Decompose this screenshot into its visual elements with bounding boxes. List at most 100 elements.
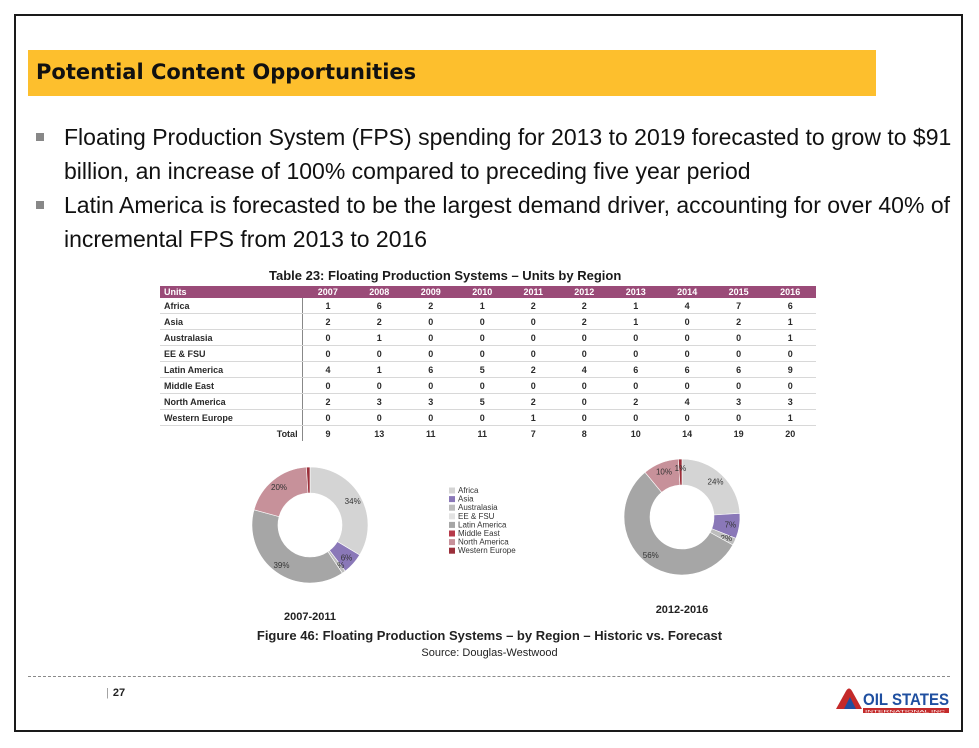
table-cell: 2 — [301, 313, 354, 330]
table-cell: 0 — [661, 345, 713, 362]
legend-label: Latin America — [458, 520, 507, 529]
table-year-header: 2016 — [764, 286, 816, 298]
legend-swatch — [449, 487, 455, 494]
table-cell: 9 — [764, 361, 816, 378]
pie-slice-label: 24% — [708, 477, 724, 486]
table-cell: 0 — [301, 345, 354, 362]
figure-source: Source: Douglas-Westwood — [421, 647, 558, 659]
legend-label: Western Europe — [458, 546, 516, 555]
oil-states-logo: OIL STATES INTERNATIONAL INC — [836, 688, 949, 713]
bullet-marker-icon — [36, 133, 44, 141]
table-cell: 2 — [507, 361, 559, 378]
table-row: Africa 1 6 2 1 2 2 1 4 7 6 — [160, 298, 816, 314]
page-number-value: 27 — [112, 687, 126, 699]
region-label: EE & FSU — [160, 345, 303, 362]
region-label: Middle East — [160, 377, 303, 394]
pie-slice — [623, 471, 734, 576]
legend-label: Middle East — [458, 529, 501, 538]
legend-swatch — [449, 521, 455, 528]
legend-label: EE & FSU — [458, 512, 495, 521]
table-cell: 1 — [764, 409, 816, 426]
table-row: North America 2 3 3 5 2 0 2 4 3 3 — [160, 393, 816, 410]
legend-label: North America — [458, 538, 509, 547]
table-year-header: 2008 — [353, 286, 406, 298]
table-cell: 0 — [353, 345, 406, 362]
table-cell: 3 — [764, 393, 816, 410]
table-cell: 0 — [661, 409, 713, 426]
table-row: Australasia 0 1 0 0 0 0 0 0 0 1 — [160, 329, 816, 346]
legend-swatch — [449, 513, 455, 520]
table-cell: 1 — [764, 329, 816, 346]
pie-title: 2007-2011 — [284, 611, 336, 623]
table-cell: 0 — [661, 313, 713, 330]
legend-label: Africa — [458, 486, 479, 495]
table-year-header: 2007 — [302, 286, 354, 298]
pie-slice-label: 1% — [333, 561, 345, 570]
table-cell: 0 — [609, 345, 662, 362]
table-cell: 11 — [456, 425, 508, 441]
pie-slice-label: 10% — [656, 467, 672, 476]
table-cell: 0 — [405, 329, 457, 346]
table-cell: 0 — [456, 329, 508, 346]
table-cell: 3 — [353, 393, 406, 410]
table-cell: 2 — [558, 298, 610, 314]
table-cell: 0 — [712, 409, 765, 426]
table-cell: 0 — [558, 409, 610, 426]
table-cell: 0 — [712, 329, 765, 346]
table-cell: 3 — [405, 393, 457, 410]
pie-slice — [251, 509, 343, 584]
total-label: Total — [160, 425, 303, 441]
footer-divider — [28, 676, 950, 677]
table-year-header: 2011 — [507, 286, 559, 298]
table-year-header: 2014 — [661, 286, 713, 298]
pie-slice-label: 39% — [273, 561, 289, 570]
table-cell: 7 — [507, 425, 559, 441]
table-cell: 0 — [507, 329, 559, 346]
table-cell: 4 — [301, 361, 354, 378]
legend-swatch — [449, 530, 455, 537]
table-cell: 0 — [661, 377, 713, 394]
table-cell: 19 — [712, 425, 765, 441]
table-cell: 0 — [353, 409, 406, 426]
table-cell: 14 — [661, 425, 713, 441]
region-label: North America — [160, 393, 303, 410]
table-year-header: 2012 — [558, 286, 610, 298]
table-year-header: 2015 — [712, 286, 765, 298]
pie-slice-label: 7% — [725, 521, 737, 530]
table-cell: 0 — [405, 313, 457, 330]
table-cell: 9 — [301, 425, 354, 441]
bullet-item: Floating Production System (FPS) spendin… — [36, 120, 956, 188]
pie-title: 2012-2016 — [656, 604, 709, 616]
table-cell: 1 — [609, 313, 662, 330]
figure-caption: Figure 46: Floating Production Systems –… — [256, 628, 723, 643]
table-cell: 6 — [661, 361, 713, 378]
table-cell: 6 — [405, 361, 457, 378]
table-cell: 0 — [507, 313, 559, 330]
units-by-region-table: Units 2007 2008 2009 2010 2011 2012 2013 2014 20… — [160, 286, 816, 441]
table-row: EE & FSU 0 0 0 0 0 0 0 0 0 0 — [160, 345, 816, 362]
pie-slice — [306, 466, 311, 494]
table-year-header: 2013 — [609, 286, 662, 298]
table-cell: 6 — [712, 361, 765, 378]
table-cell: 2 — [712, 313, 765, 330]
table-cell: 0 — [558, 377, 610, 394]
pie-slice-label: 20% — [271, 483, 287, 492]
table-cell: 7 — [712, 298, 765, 314]
table-cell: 5 — [456, 361, 508, 378]
legend-label: Asia — [458, 495, 474, 504]
bullet-item: Latin America is forecasted to be the la… — [36, 188, 956, 256]
table-year-header: 2010 — [456, 286, 508, 298]
pie-slice — [678, 458, 683, 486]
table-cell: 0 — [712, 345, 765, 362]
pie-slice-label: 2% — [721, 534, 733, 543]
legend-swatch — [449, 496, 455, 503]
legend-swatch — [449, 547, 455, 554]
charts-area: 34% 6% 1% 39% 20% 2007-2011 24% 7% 2% 56% 10% 1% 201… — [160, 455, 816, 630]
table-cell: 0 — [405, 377, 457, 394]
table-cell: 0 — [507, 377, 559, 394]
pie-slice-label: 6% — [341, 554, 353, 563]
table-cell: 0 — [456, 345, 508, 362]
legend-label: Australasia — [458, 503, 498, 512]
table-cell: 0 — [301, 409, 354, 426]
table-cell: 1 — [456, 298, 508, 314]
